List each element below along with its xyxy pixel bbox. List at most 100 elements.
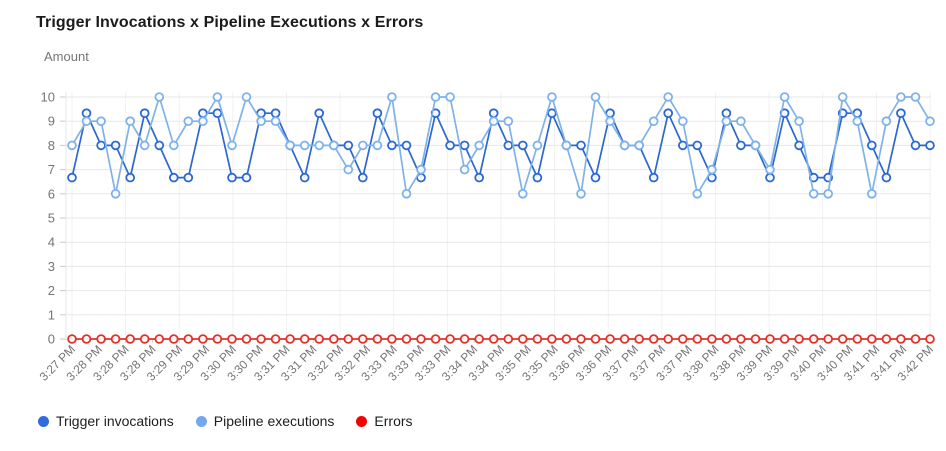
data-point-marker[interactable]: [372, 108, 383, 118]
data-point-marker[interactable]: [823, 189, 833, 199]
data-point-marker[interactable]: [96, 140, 106, 151]
data-point-marker[interactable]: [343, 164, 354, 175]
data-point-marker[interactable]: [474, 172, 485, 183]
data-point-marker[interactable]: [110, 140, 121, 151]
data-point-marker[interactable]: [619, 140, 630, 151]
data-point-marker[interactable]: [81, 334, 92, 344]
data-point-marker[interactable]: [663, 334, 673, 344]
data-point-marker[interactable]: [736, 140, 746, 151]
data-point-marker[interactable]: [488, 108, 499, 118]
data-point-marker[interactable]: [910, 334, 921, 344]
data-point-marker[interactable]: [663, 92, 673, 102]
data-point-marker[interactable]: [692, 140, 703, 151]
data-point-marker[interactable]: [634, 140, 644, 151]
data-point-marker[interactable]: [765, 164, 775, 175]
data-point-marker[interactable]: [212, 334, 223, 344]
data-point-marker[interactable]: [125, 116, 135, 126]
data-point-marker[interactable]: [110, 334, 121, 344]
data-point-marker[interactable]: [590, 172, 601, 183]
data-point-marker[interactable]: [474, 140, 485, 151]
data-point-marker[interactable]: [241, 172, 252, 183]
data-point-marker[interactable]: [794, 116, 804, 126]
data-point-marker[interactable]: [896, 108, 906, 118]
data-point-marker[interactable]: [488, 334, 499, 344]
data-point-marker[interactable]: [692, 334, 703, 344]
data-point-marker[interactable]: [328, 334, 339, 344]
data-point-marker[interactable]: [896, 92, 906, 102]
data-point-marker[interactable]: [866, 334, 877, 344]
data-point-marker[interactable]: [169, 334, 179, 344]
data-point-marker[interactable]: [416, 164, 426, 175]
data-point-marker[interactable]: [256, 334, 266, 344]
data-point-marker[interactable]: [401, 334, 412, 344]
data-point-marker[interactable]: [547, 108, 557, 118]
data-point-marker[interactable]: [547, 92, 557, 102]
data-point-marker[interactable]: [605, 116, 615, 126]
data-point-marker[interactable]: [648, 334, 659, 344]
data-point-marker[interactable]: [154, 334, 165, 344]
data-point-marker[interactable]: [881, 334, 892, 344]
data-point-marker[interactable]: [677, 140, 688, 151]
data-point-marker[interactable]: [532, 334, 543, 344]
data-point-marker[interactable]: [387, 92, 397, 102]
data-point-marker[interactable]: [343, 140, 354, 151]
data-point-marker[interactable]: [125, 334, 135, 344]
data-point-marker[interactable]: [430, 334, 441, 344]
data-point-marker[interactable]: [285, 140, 295, 151]
data-point-marker[interactable]: [270, 116, 281, 126]
data-point-marker[interactable]: [401, 189, 412, 199]
data-point-marker[interactable]: [590, 92, 601, 102]
data-point-marker[interactable]: [619, 334, 630, 344]
data-point-marker[interactable]: [692, 189, 703, 199]
data-point-marker[interactable]: [808, 334, 819, 344]
data-point-marker[interactable]: [794, 334, 804, 344]
data-point-marker[interactable]: [212, 92, 223, 102]
data-point-marker[interactable]: [139, 140, 150, 151]
data-point-marker[interactable]: [459, 140, 470, 151]
data-point-marker[interactable]: [67, 172, 77, 183]
data-point-marker[interactable]: [198, 116, 208, 126]
data-point-marker[interactable]: [808, 189, 819, 199]
data-point-marker[interactable]: [779, 334, 790, 344]
data-point-marker[interactable]: [227, 334, 237, 344]
data-point-marker[interactable]: [517, 334, 528, 344]
data-point-marker[interactable]: [110, 189, 121, 199]
data-point-marker[interactable]: [532, 172, 543, 183]
data-point-marker[interactable]: [169, 172, 179, 183]
data-point-marker[interactable]: [212, 108, 223, 118]
data-point-marker[interactable]: [357, 334, 368, 344]
data-point-marker[interactable]: [925, 116, 935, 126]
data-point-marker[interactable]: [488, 116, 499, 126]
data-point-marker[interactable]: [576, 189, 586, 199]
data-point-marker[interactable]: [169, 140, 179, 151]
data-point-marker[interactable]: [416, 334, 426, 344]
data-point-marker[interactable]: [67, 140, 77, 151]
data-point-marker[interactable]: [765, 172, 775, 183]
data-point-marker[interactable]: [372, 334, 383, 344]
data-point-marker[interactable]: [837, 334, 848, 344]
data-point-marker[interactable]: [67, 334, 77, 344]
data-point-marker[interactable]: [198, 334, 208, 344]
data-point-marker[interactable]: [866, 140, 877, 151]
data-point-marker[interactable]: [96, 116, 106, 126]
data-point-marker[interactable]: [561, 140, 572, 151]
data-point-marker[interactable]: [837, 92, 848, 102]
data-point-marker[interactable]: [183, 172, 194, 183]
data-point-marker[interactable]: [445, 140, 455, 151]
data-point-marker[interactable]: [925, 140, 935, 151]
data-point-marker[interactable]: [677, 334, 688, 344]
data-point-marker[interactable]: [881, 172, 892, 183]
data-point-marker[interactable]: [314, 140, 325, 151]
data-point-marker[interactable]: [299, 140, 310, 151]
data-point-marker[interactable]: [561, 334, 572, 344]
data-point-marker[interactable]: [401, 140, 412, 151]
data-point-marker[interactable]: [445, 92, 455, 102]
data-point-marker[interactable]: [343, 334, 354, 344]
data-point-marker[interactable]: [387, 140, 397, 151]
data-point-marker[interactable]: [154, 92, 165, 102]
data-point-marker[interactable]: [750, 140, 761, 151]
data-point-marker[interactable]: [634, 334, 644, 344]
data-point-marker[interactable]: [736, 116, 746, 126]
data-point-marker[interactable]: [474, 334, 485, 344]
data-point-marker[interactable]: [227, 140, 237, 151]
